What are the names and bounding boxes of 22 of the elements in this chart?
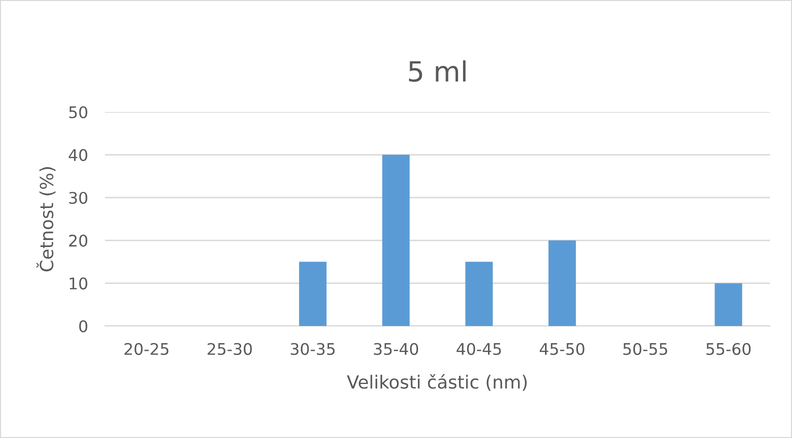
x-tick-label: 40-45 <box>456 342 501 356</box>
bar <box>548 240 576 326</box>
x-axis-title: Velikosti částic (nm) <box>346 374 527 391</box>
x-tick-label: 50-55 <box>623 342 668 356</box>
bar <box>714 283 742 326</box>
y-tick-label: 40 <box>68 149 88 162</box>
x-tick-label: 45-50 <box>540 342 584 356</box>
x-tick-label: 35-40 <box>374 342 418 356</box>
y-tick-label: 10 <box>70 277 88 290</box>
y-tick-label: 0 <box>79 320 88 332</box>
bar <box>382 154 410 326</box>
y-tick-label: 20 <box>69 234 88 247</box>
y-tick-label: 50 <box>69 106 88 118</box>
x-tick-label: 30-35 <box>290 342 335 356</box>
x-tick-label: 25-30 <box>208 342 252 356</box>
bar <box>299 262 327 326</box>
bar <box>465 262 493 326</box>
y-tick-label: 30 <box>69 192 88 204</box>
x-tick-label: 55-60 <box>706 342 751 356</box>
chart-title: 5 ml <box>409 60 466 82</box>
x-tick-label: 20-25 <box>124 342 168 356</box>
y-axis-title: Četnost (%) <box>36 167 56 272</box>
